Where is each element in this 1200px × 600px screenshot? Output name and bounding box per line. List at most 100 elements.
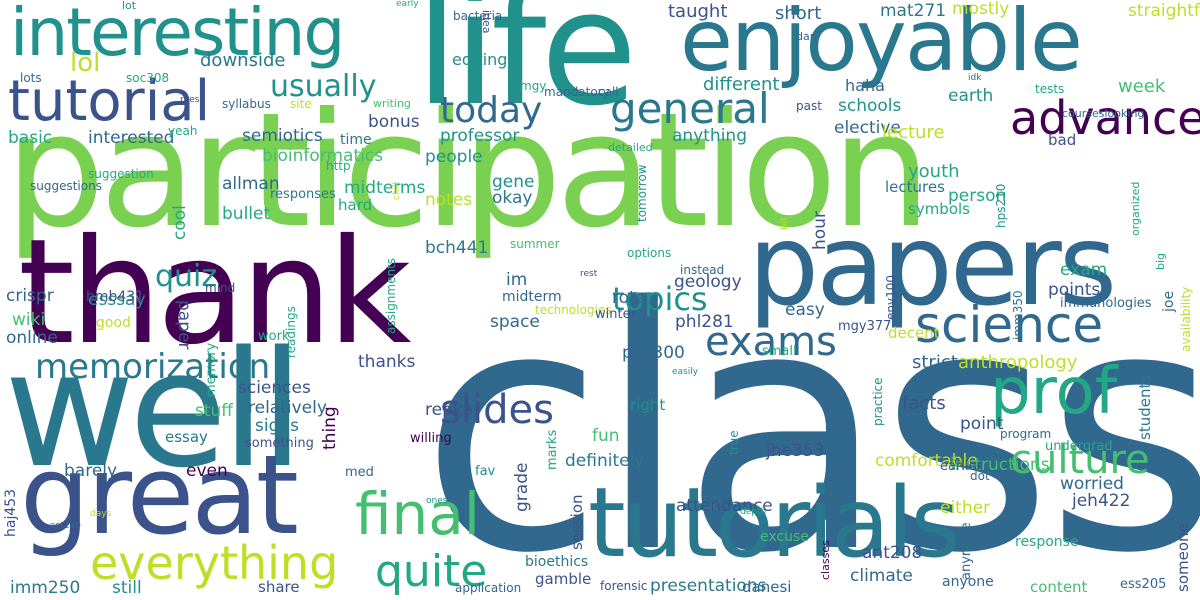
word-slides: quite [375, 546, 488, 597]
word-ess205: presentations [650, 576, 767, 596]
word-easy: im [506, 270, 528, 290]
word-today: today [440, 90, 543, 131]
word-bonus: haha [845, 76, 885, 95]
word-tutorial: tutorial [8, 69, 211, 134]
word-fav: dot [970, 469, 990, 483]
word-symbols: okay [492, 188, 533, 208]
word-work: med [345, 465, 374, 480]
word-syllabus: http [326, 159, 351, 173]
word-participation: participation [5, 79, 931, 263]
word-decent: phs300 [622, 343, 685, 363]
word-organized: readings [284, 306, 298, 358]
word-notes: bullet [222, 204, 271, 224]
word-even: right [630, 396, 666, 414]
word-jeh422: definitely [565, 451, 645, 471]
word-attendance: instructions [950, 455, 1050, 475]
word-yeah: suggestions [30, 179, 102, 193]
word-options: technologies [535, 303, 612, 317]
word-earth: straightforward [1128, 1, 1200, 21]
word-straightforward: downside [200, 50, 286, 71]
word-past: suggestion [88, 167, 154, 181]
word-joe: rote [612, 288, 647, 308]
word-person: hard [338, 196, 373, 214]
word-ones: early [396, 0, 419, 9]
word-sciences: paper [174, 300, 194, 350]
word-essay: signs [255, 416, 300, 436]
word-comfortable: grade [512, 462, 532, 512]
word-allman: basic [8, 128, 53, 148]
word-bioinformatics: bad [1048, 131, 1077, 149]
word-bch441: lectures [885, 178, 945, 196]
word-excuse: forensic [600, 579, 648, 593]
word-paper: hmb431 [86, 289, 145, 305]
word-ant208: jeh422 [1072, 491, 1131, 511]
word-earlier: bioethics [525, 554, 589, 570]
word-chill: tomorrow [635, 164, 649, 222]
word-program: classes [819, 540, 832, 580]
word-necessarily: courseslooking [1062, 107, 1145, 120]
word-someone: haj453 [3, 488, 19, 537]
word-pres: yeah [168, 124, 198, 138]
word-fun: stuff [195, 401, 234, 421]
word-call: syllabus [222, 97, 271, 111]
word-tests: idea [480, 10, 493, 34]
word-tutorials: tutorials [588, 467, 961, 579]
word-undergrad: anymore [959, 522, 974, 580]
word-content: share [258, 578, 300, 596]
word-memory: oh [832, 401, 847, 415]
word-haj453: jhe353 [766, 441, 825, 461]
word-enjoyable: enjoyable [680, 0, 1083, 91]
word-still: attendance [676, 496, 773, 516]
word-phs300: online [6, 328, 58, 348]
word-time: elective [834, 118, 901, 138]
word-class: class [420, 237, 1200, 600]
word-rest: winter [595, 307, 636, 322]
word-editing: site [290, 97, 312, 111]
word-science: science [915, 296, 1104, 354]
word-good: crispr [6, 286, 54, 306]
word-midterms: time [340, 132, 372, 148]
word-hmb431: easy [785, 300, 825, 320]
word-week: mat271 [880, 1, 947, 21]
word-crispr: phl281 [675, 312, 734, 332]
word-thanks: space [490, 312, 540, 332]
word-courseslooking: lot [122, 0, 137, 12]
word-bioethics: content [1030, 578, 1088, 596]
word-assignments: availability [1179, 286, 1193, 352]
word-bullet: interested [88, 128, 175, 148]
word-kinda: tests [1035, 82, 1065, 96]
word-forensic: climate [850, 566, 913, 586]
word-session: worried [1060, 474, 1124, 494]
word-midterm: hour [810, 211, 830, 250]
word-presentations: someone [1174, 523, 1192, 592]
word-availability: small [762, 344, 797, 359]
word-youth: midterms [344, 178, 426, 198]
word-esssay: person [948, 186, 1007, 206]
word-mgy: pres [180, 95, 200, 105]
word-great: great [20, 431, 299, 559]
word-practice: something [245, 436, 314, 451]
word-lots: responses [270, 187, 336, 202]
word-small: marks [545, 429, 560, 470]
word-application: danesi [742, 578, 792, 596]
word-downside: lol [70, 48, 101, 78]
word-topics: exams [705, 319, 837, 365]
word-interested: anything [672, 126, 747, 146]
word-rote: esssay [88, 290, 146, 310]
word-repka: facts [902, 393, 946, 414]
word-something: program [1000, 427, 1052, 441]
word-strict: good [96, 315, 131, 331]
word-exam: midterm [502, 289, 562, 305]
word-interesting: interesting [10, 0, 345, 71]
word-winter: imm350 [1011, 290, 1025, 340]
word-env100: practice [871, 377, 885, 426]
word-bit: options [627, 246, 672, 260]
word-schools: mostly [952, 0, 1010, 19]
word-share: session [568, 494, 586, 550]
word-classes: application [455, 581, 522, 595]
word-lol: slides [440, 387, 554, 433]
word-http: detailed [608, 141, 653, 154]
word-elective: earth [948, 86, 994, 106]
word-danesi: imm250 [10, 578, 81, 598]
